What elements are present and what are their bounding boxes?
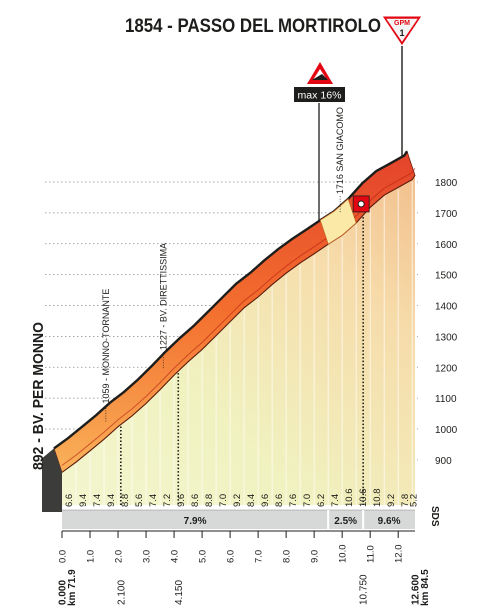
gradient-label: 9.4 (78, 494, 89, 507)
y-tick-label: 1400 (435, 302, 458, 313)
gradient-label: 5.2 (409, 494, 420, 507)
y-tick-label: 1500 (435, 271, 458, 282)
waypoint-label: 1227 - BV. DIRETTISSIMA (158, 243, 168, 350)
y-tick-label: 1000 (435, 425, 458, 436)
easy-section (319, 198, 357, 245)
profile-base-line (61, 175, 416, 473)
y-tick-label: 900 (435, 456, 452, 467)
x-tick-label: 5.0 (198, 550, 209, 563)
profile-ridge-line (53, 150, 409, 450)
x-tick-label: 1.0 (86, 550, 97, 563)
profile-area (62, 175, 415, 506)
gradient-label: 10.6 (344, 489, 355, 508)
y-tick-label: 1700 (435, 209, 458, 220)
gpm-category: 1 (399, 28, 404, 38)
waypoint-label: 1059 - MONNO-TORNANTE (101, 289, 111, 404)
x-tick-label: 12.0 (394, 545, 405, 564)
gradient-label: 7.0 (218, 494, 229, 507)
x-axis: 0.0 1.0 2.0 3.0 4.0 5.0 6.0 7.0 8.0 9.0 10.0 11.0 12… (58, 530, 431, 606)
gpm-label: GPM (394, 20, 410, 27)
gradient-label: 8.6 (190, 494, 201, 507)
waypoints: 1059 - MONNO-TORNANTE 1227 - BV. DIRETTIS… (101, 107, 364, 505)
x-tick-label: 6.0 (226, 550, 237, 563)
gradient-label: 7.0 (302, 494, 313, 507)
x-tick-label: 11.0 (366, 545, 377, 563)
climb-title: 1854 - PASSO DEL MORTIROLO (125, 16, 381, 37)
gradient-label: 9.6 (176, 494, 187, 507)
gradient-label: 9.2 (232, 494, 243, 507)
x-tick-label: 9.0 (310, 550, 321, 563)
gradient-label: 8.6 (274, 494, 285, 507)
gradient-label: 6.2 (316, 494, 327, 507)
gradient-label: 7.2 (162, 494, 173, 507)
gradient-label: 9.2 (386, 494, 397, 507)
y-tick-label: 1300 (435, 332, 458, 343)
base-band: 6.6 9.4 7.4 9.4 8.8 5.6 7.4 7.2 9.6 8.6 8.8 7.0 9.2 8… (62, 489, 420, 529)
gradient-label: 10.6 (358, 489, 369, 508)
waypoint-label: 1716 SAN GIACOMO (335, 107, 345, 194)
gradient-label: 6.6 (64, 494, 75, 507)
x-distance-label: 4.150 (174, 580, 185, 605)
x-tick-label: 0.0 (58, 550, 69, 563)
gradient-label: 7.6 (288, 494, 299, 507)
x-distance-label: 0.000 (58, 580, 69, 605)
average-gradient-label: 7.9% (184, 516, 207, 527)
start-wall (42, 448, 62, 512)
x-tick-label: 4.0 (170, 550, 181, 563)
average-band (62, 510, 415, 529)
brand-label: SDS (429, 506, 440, 527)
gradient-label: 7.4 (92, 494, 103, 507)
gradient-label: 7.4 (148, 494, 159, 507)
gradient-label: 8.8 (120, 494, 131, 507)
max-gradient-badge: max 16% (294, 62, 345, 102)
max-gradient-label: max 16% (298, 91, 342, 102)
gradient-label: 7.8 (400, 494, 411, 507)
average-gradient-label: 2.5% (334, 516, 357, 527)
start-label: 892 - BV. PER MONNO (30, 322, 47, 470)
gradient-label: 7.4 (330, 494, 341, 507)
gradient-label: 8.8 (204, 494, 215, 507)
y-tick-label: 1200 (435, 363, 458, 374)
gradient-label: 9.4 (106, 494, 117, 507)
y-tick-label: 1600 (435, 240, 458, 251)
gradient-label: 10.8 (372, 489, 383, 508)
gpm-badge: GPM 1 (381, 15, 423, 47)
x-tick-label: 8.0 (282, 550, 293, 563)
average-gradient-label: 9.6% (378, 516, 401, 527)
y-axis: 900 1000 1100 1200 1300 1400 1500 1600 1700 1800 (435, 178, 458, 467)
y-tick-label: 1100 (435, 394, 457, 405)
x-tick-label: 3.0 (142, 550, 153, 563)
x-distance-label: 2.100 (116, 580, 127, 605)
gradient-label: 8.4 (246, 494, 257, 507)
max-gradient-dot (357, 200, 365, 208)
gradient-label: 9.6 (260, 494, 271, 507)
gradient-label: 5.6 (134, 494, 145, 507)
x-distance-label: 12.600 (411, 574, 422, 605)
x-distance-label: km 84.5 (420, 569, 431, 606)
x-tick-label: 10.0 (338, 545, 349, 564)
x-distance-label: 10.750 (359, 574, 370, 605)
x-distance-label: km 71.9 (67, 569, 78, 606)
x-tick-label: 2.0 (114, 550, 125, 563)
y-tick-label: 1800 (435, 178, 458, 189)
profile-shape (42, 150, 416, 512)
x-tick-label: 7.0 (254, 550, 265, 563)
